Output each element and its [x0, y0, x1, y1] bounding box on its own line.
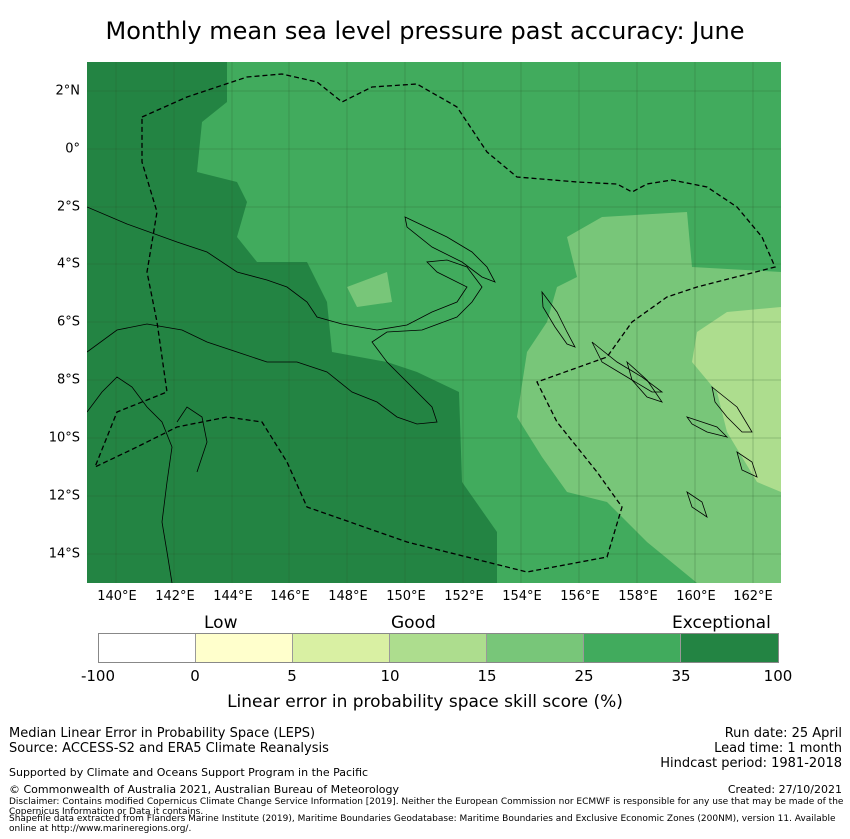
- x-tick: 154°E: [502, 589, 542, 604]
- colorbar-tick: 0: [190, 667, 200, 685]
- colorbar: [98, 633, 779, 663]
- x-tick: 160°E: [676, 589, 716, 604]
- x-tick: 150°E: [386, 589, 426, 604]
- x-tick: 144°E: [213, 589, 253, 604]
- category-low: Low: [204, 613, 238, 633]
- colorbar-tick: 15: [477, 667, 497, 685]
- disclaimer: Disclaimer: Contains modified Copernicus…: [9, 797, 844, 817]
- x-tick: 162°E: [733, 589, 773, 604]
- region-15-25-small: [347, 272, 392, 307]
- y-tick: 14°S: [48, 546, 80, 562]
- map-title: Monthly mean sea level pressure past acc…: [105, 17, 745, 45]
- shapefile-credit: Shapefile data extracted from Flanders M…: [9, 814, 836, 834]
- hindcast-period: Hindcast period: 1981-2018: [660, 756, 842, 771]
- colorbar-tick: 35: [671, 667, 691, 685]
- colorbar-tick: 5: [287, 667, 297, 685]
- y-tick: 4°S: [56, 256, 80, 272]
- y-tick: 2°N: [55, 83, 81, 99]
- lead-time: Lead time: 1 month: [714, 741, 842, 756]
- y-tick: 12°S: [48, 488, 80, 504]
- eez-boundaries: [93, 73, 776, 573]
- footer-source: Source: ACCESS-S2 and ERA5 Climate Reana…: [9, 741, 329, 756]
- colorbar-tick: 25: [574, 667, 594, 685]
- region-10-15: [692, 307, 781, 492]
- colorbar-segment: [584, 634, 681, 662]
- graticule: [87, 62, 781, 583]
- colorbar-label: Linear error in probability space skill …: [227, 692, 623, 712]
- copyright: © Commonwealth of Australia 2021, Austra…: [9, 783, 399, 796]
- colorbar-tick: -100: [80, 667, 116, 685]
- category-exceptional: Exceptional: [672, 613, 771, 633]
- colorbar-segment: [681, 634, 778, 662]
- created-date: Created: 27/10/2021: [727, 783, 842, 796]
- support-note: Supported by Climate and Oceans Support …: [9, 766, 369, 779]
- y-tick: 2°S: [56, 199, 80, 215]
- y-tick: 0°: [65, 141, 80, 157]
- colorbar-segment: [99, 634, 196, 662]
- colorbar-tick: 100: [763, 667, 793, 685]
- category-good: Good: [391, 613, 436, 633]
- y-tick: 6°S: [56, 314, 80, 330]
- run-date: Run date: 25 April: [724, 726, 842, 741]
- x-tick: 158°E: [618, 589, 658, 604]
- footer-method: Median Linear Error in Probability Space…: [9, 726, 316, 741]
- y-tick: 10°S: [48, 430, 80, 446]
- colorbar-segment: [196, 634, 293, 662]
- x-tick: 142°E: [155, 589, 195, 604]
- x-tick: 146°E: [270, 589, 310, 604]
- colorbar-segment: [293, 634, 390, 662]
- colorbar-segment: [390, 634, 487, 662]
- y-tick: 8°S: [56, 372, 80, 388]
- skill-score-map: [87, 62, 781, 583]
- x-tick: 148°E: [328, 589, 368, 604]
- colorbar-tick: 10: [380, 667, 400, 685]
- x-tick: 140°E: [97, 589, 137, 604]
- colorbar-segment: [487, 634, 584, 662]
- coastlines: [87, 206, 758, 583]
- x-tick: 156°E: [560, 589, 600, 604]
- x-tick: 152°E: [444, 589, 484, 604]
